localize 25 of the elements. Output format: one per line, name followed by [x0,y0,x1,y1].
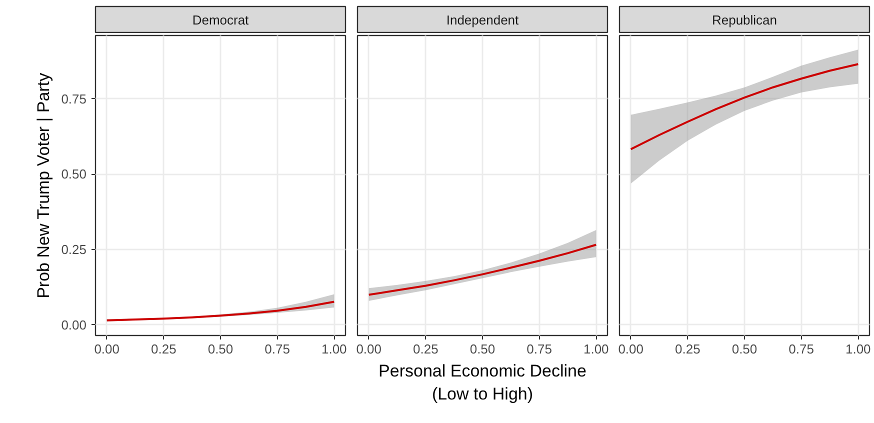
y-tick-label: 0.75 [61,91,87,106]
y-tick-label: 0.50 [61,166,87,182]
y-axis-title: Prob New Trump Voter | Party [34,72,54,298]
x-tick-label: 0.00 [618,342,644,356]
x-tick-label: 0.25 [413,342,438,356]
x-tick-label: 1.00 [845,342,871,356]
chart-title: Democrat [192,12,250,28]
line-series [106,300,336,322]
x-tick-label: 0.25 [151,342,176,356]
x-tick-label: 0.25 [675,342,700,356]
x-tick-label: 0.75 [526,342,552,356]
x-tick-label: 0.75 [264,342,290,356]
x-tick-label: 0.00 [356,342,382,356]
x-axis-title: Personal Economic Decline (Low to High) [378,362,586,404]
y-tick-label: 0.25 [61,242,87,258]
chart-title: Independent [446,12,520,28]
x-tick-label: 0.75 [788,342,814,356]
x-tick-label: 1.00 [583,342,609,356]
y-tick-label: 0.00 [61,317,87,332]
x-tick-label: 0.50 [470,342,496,356]
x-tick-label: 0.50 [208,342,234,356]
x-tick-label: 1.00 [321,342,347,356]
chart-title: Republican [712,12,778,28]
x-tick-label: 0.50 [732,342,758,356]
x-tick-label: 0.00 [94,342,120,356]
